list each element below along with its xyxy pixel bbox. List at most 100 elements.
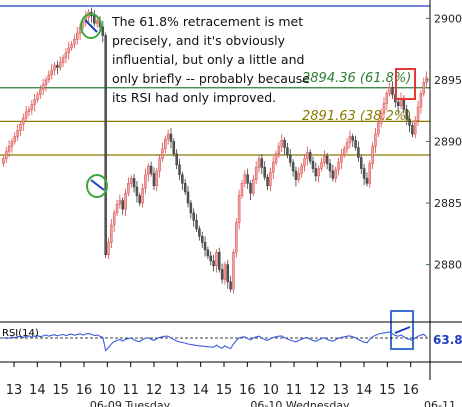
candle-body-18 xyxy=(53,64,56,71)
candle-body-112 xyxy=(320,162,323,169)
candles xyxy=(2,7,428,294)
candle-body-71 xyxy=(203,242,207,251)
x-tick-label-4: 10 xyxy=(99,383,116,398)
candle-body-128 xyxy=(365,178,369,184)
candle-body-60 xyxy=(172,141,176,155)
rsi-value-label: 63.83 xyxy=(433,333,462,347)
candle-body-85 xyxy=(243,174,247,184)
candle-body-3 xyxy=(10,141,14,147)
candle-body-127 xyxy=(362,168,366,179)
candle-body-47 xyxy=(135,186,139,196)
candle-body-108 xyxy=(308,152,312,162)
day-label-1: 06-10 Wednesday xyxy=(250,399,350,407)
candle-body-80 xyxy=(229,281,232,290)
candle-body-8 xyxy=(24,111,28,119)
candle-body-77 xyxy=(220,269,224,280)
x-tick-label-2: 15 xyxy=(52,383,69,398)
candle-body-131 xyxy=(374,133,377,147)
highlight-circle-top xyxy=(80,13,102,39)
candle-body-81 xyxy=(232,252,235,290)
x-tick-label-3: 16 xyxy=(76,383,93,398)
candle-body-44 xyxy=(127,183,130,194)
annotation-line-2: influential, but only a little and xyxy=(112,52,304,67)
candle-body-50 xyxy=(144,174,147,189)
candle-body-43 xyxy=(124,192,127,210)
highlight-rect-rsi xyxy=(390,310,414,350)
y-tick-label-1: 2895. xyxy=(434,74,462,87)
candle-body-82 xyxy=(235,222,238,253)
candle-body-133 xyxy=(379,112,383,124)
x-tick-label-5: 11 xyxy=(122,383,139,398)
candle-body-17 xyxy=(50,69,53,76)
candle-body-109 xyxy=(311,160,315,169)
day-label-0: 06-09 Tuesday xyxy=(90,399,171,407)
candle-body-111 xyxy=(317,168,320,177)
x-tick-label-0: 13 xyxy=(6,383,23,398)
candle-body-73 xyxy=(209,255,212,262)
candle-body-1 xyxy=(5,151,8,159)
x-tick-label-16: 15 xyxy=(379,383,396,398)
candle-body-129 xyxy=(368,163,372,184)
annotation-text: The 61.8% retracement is met precisely, a… xyxy=(111,14,310,105)
candle-body-120 xyxy=(342,148,346,156)
annotation: The 61.8% retracement is met precisely, a… xyxy=(111,14,310,105)
candle-body-110 xyxy=(314,168,318,177)
candle-body-100 xyxy=(286,147,289,156)
candle-body-148 xyxy=(422,82,425,94)
rsi-panel: RSI(14) 63.83 xyxy=(0,328,462,352)
candle-body-107 xyxy=(306,152,309,159)
candle-body-104 xyxy=(297,173,301,180)
y-tick-label-3: 2885. xyxy=(434,197,462,210)
x-tick-label-6: 12 xyxy=(146,383,163,398)
candle-body-135 xyxy=(385,93,389,104)
candle-body-40 xyxy=(115,204,119,214)
candle-body-89 xyxy=(254,167,258,180)
candle-body-147 xyxy=(419,93,423,108)
candle-body-118 xyxy=(337,162,340,171)
candle-body-79 xyxy=(226,264,230,283)
candle-body-20 xyxy=(58,62,62,68)
candle-body-72 xyxy=(206,249,210,257)
candle-body-25 xyxy=(73,38,76,45)
candle-body-32 xyxy=(93,15,96,24)
candle-body-22 xyxy=(64,52,68,58)
x-tick-label-8: 14 xyxy=(192,383,209,398)
candle-body-76 xyxy=(218,252,221,270)
candle-body-87 xyxy=(249,183,252,194)
candle-body-65 xyxy=(186,191,190,204)
candle-body-137 xyxy=(391,87,394,95)
x-tick-label-7: 13 xyxy=(169,383,186,398)
candle-body-91 xyxy=(260,158,264,168)
fib-labels: 2894.36 (61.8%) 2891.63 (38.2%) xyxy=(302,71,411,124)
candle-body-96 xyxy=(274,153,278,163)
candle-body-7 xyxy=(22,117,25,125)
candle-body-93 xyxy=(266,176,269,187)
candle-body-145 xyxy=(413,120,417,135)
candle-body-121 xyxy=(345,142,349,150)
candle-body-38 xyxy=(110,224,113,243)
candle-body-123 xyxy=(351,136,354,141)
candle-body-13 xyxy=(39,89,42,95)
candle-body-14 xyxy=(41,84,45,90)
candle-body-99 xyxy=(283,139,286,148)
candle-body-68 xyxy=(195,220,198,230)
x-tick-label-13: 12 xyxy=(309,383,326,398)
candle-body-54 xyxy=(155,170,159,187)
candle-body-6 xyxy=(19,123,22,131)
candle-body-144 xyxy=(411,125,414,135)
candle-body-75 xyxy=(215,252,218,267)
candle-body-11 xyxy=(33,99,36,105)
candle-body-86 xyxy=(246,174,249,184)
candle-body-74 xyxy=(212,260,215,267)
candle-body-59 xyxy=(169,133,173,142)
candle-body-102 xyxy=(291,162,295,172)
candle-body-83 xyxy=(237,195,241,223)
candle-body-39 xyxy=(112,212,116,226)
candle-body-0 xyxy=(2,158,5,164)
candle-body-126 xyxy=(360,157,363,169)
candle-body-92 xyxy=(263,167,266,178)
x-tick-label-10: 16 xyxy=(239,383,256,398)
candle-body-114 xyxy=(325,155,329,164)
